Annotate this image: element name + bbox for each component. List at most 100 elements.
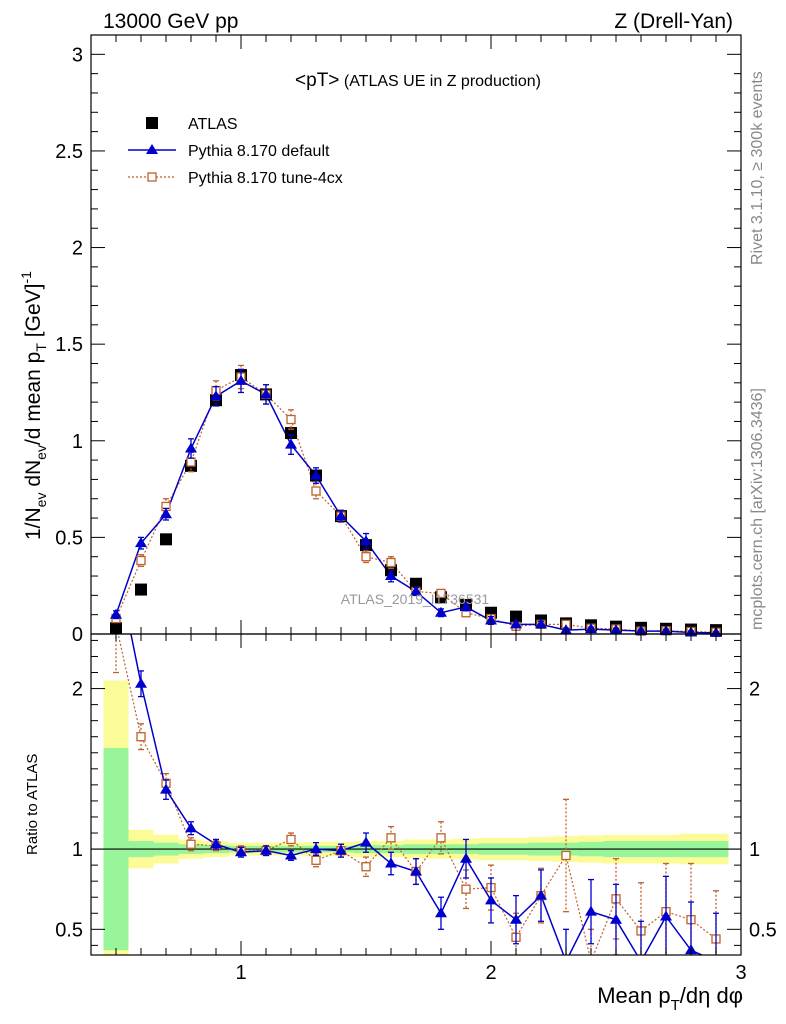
main-point-pythia-default <box>360 535 372 546</box>
main-point-pythia-default <box>510 618 522 629</box>
ratio-point-pythia-default <box>185 822 197 833</box>
main-y-axis-label: 1/Nev dNev/d mean pT [GeV]-1 <box>18 271 49 540</box>
main-point-pythia-default <box>285 438 297 449</box>
ratio-line-pythia-4cx <box>117 634 717 955</box>
main-point-pythia-4cx <box>136 555 146 566</box>
plot-title: <pT> (ATLAS UE in Z production) <box>295 70 541 91</box>
main-point-pythia-default <box>110 608 122 619</box>
svg-text:1/Nev dNev/d mean pT [GeV]-1: 1/Nev dNev/d mean pT [GeV]-1 <box>18 271 49 540</box>
ratio-point-pythia-4cx <box>587 957 595 965</box>
ratio-point-pythia-default <box>310 843 322 854</box>
legend-entry-pythia-default: Pythia 8.170 default <box>128 143 330 160</box>
main-y-tick-label: 1.5 <box>55 334 83 356</box>
ratio-point-pythia-default <box>335 844 347 855</box>
header-process-name: Z (Drell-Yan) <box>614 10 733 33</box>
ratio-point-pythia-4cx <box>461 884 471 894</box>
ratio-y-tick-label-right: 0.5 <box>749 919 777 941</box>
ratio-point-pythia-default <box>460 852 472 863</box>
main-point-atlas <box>285 427 297 440</box>
main-panel-data <box>110 364 722 637</box>
ratio-point-pythia-default <box>710 955 722 965</box>
analysis-watermark: ATLAS_2019_I1736531 <box>341 591 490 607</box>
svg-text:<pT> (ATLAS UE in Z prod: <pT> (ATLAS UE in Z production) <box>295 70 541 91</box>
legend-entry-pythia-4cx: Pythia 8.170 tune-4cx <box>128 170 343 187</box>
ratio-line-pythia-default <box>130 634 704 955</box>
ratio-point-pythia-default <box>385 857 397 868</box>
main-point-pythia-default <box>135 537 147 548</box>
main-point-pythia-4cx <box>436 588 446 599</box>
ratio-point-pythia-default <box>160 783 172 794</box>
ratio-point-pythia-default <box>635 955 647 965</box>
ratio-point-pythia-4cx <box>136 732 146 742</box>
ratio-point-pythia-default <box>610 913 622 924</box>
main-point-pythia-default <box>210 390 222 401</box>
ratio-y-tick-label-left: 0.5 <box>55 919 83 941</box>
main-y-tick-label: 2.5 <box>55 141 83 163</box>
ratio-point-pythia-default <box>535 889 547 900</box>
main-point-pythia-default <box>335 510 347 521</box>
legend-label-atlas: ATLAS <box>188 116 238 133</box>
ratio-point-pythia-default <box>135 677 147 688</box>
main-point-pythia-4cx <box>311 486 321 496</box>
ratio-point-pythia-4cx <box>386 833 396 843</box>
ratio-uncertainty-bands <box>91 680 741 955</box>
x-axis-label: Mean pT/dη dφ <box>597 983 743 1014</box>
main-y-tick-label: 3 <box>72 44 83 66</box>
ratio-point-pythia-default <box>410 865 422 876</box>
main-point-pythia-default <box>235 374 247 385</box>
main-point-atlas <box>135 583 147 596</box>
main-point-pythia-default <box>460 600 472 611</box>
ratio-point-pythia-4cx <box>561 850 571 861</box>
ratio-point-pythia-default <box>435 907 447 918</box>
ratio-y-tick-label-left: 1 <box>72 839 83 861</box>
ratio-series <box>110 554 722 965</box>
ratio-point-pythia-default <box>560 955 572 965</box>
legend-marker-atlas <box>146 117 158 129</box>
ratio-y-tick-label-right: 1 <box>749 839 760 861</box>
x-tick-label: 2 <box>485 962 496 984</box>
main-point-pythia-default <box>260 388 272 399</box>
main-point-pythia-default <box>535 618 547 629</box>
main-point-atlas <box>160 533 172 546</box>
legend: ATLAS Pythia 8.170 default Pythia 8.170 … <box>128 116 343 187</box>
ratio-point-pythia-default <box>485 894 497 905</box>
main-point-pythia-default <box>385 570 397 581</box>
ratio-point-pythia-default <box>360 836 372 847</box>
ratio-point-pythia-4cx <box>311 855 321 865</box>
main-point-pythia-4cx <box>286 414 296 425</box>
main-y-tick-label: 1 <box>72 431 83 453</box>
ratio-point-pythia-default <box>260 844 272 855</box>
ratio-y-axis-label: Ratio to ATLAS <box>24 754 41 855</box>
plot-title-sub: (ATLAS UE in Z production) <box>344 73 541 90</box>
ratio-y-tick-label-left: 2 <box>72 679 83 701</box>
axes: 1 2 300.511.522.530.5 0.51 12 2 <box>55 34 777 984</box>
main-y-tick-label: 0 <box>72 624 83 646</box>
main-point-pythia-default <box>160 508 172 519</box>
ratio-panel-data <box>110 554 722 965</box>
main-point-atlas <box>410 577 422 590</box>
legend-label-pythia-default: Pythia 8.170 default <box>188 143 330 160</box>
plot-title-main: <pT> <box>295 70 339 91</box>
rivet-version-label: Rivet 3.1.10, ≥ 300k events <box>749 71 766 265</box>
ratio-y-tick-label-right: 2 <box>749 679 760 701</box>
main-point-pythia-4cx <box>361 552 371 562</box>
x-tick-label: 1 <box>235 962 246 984</box>
legend-label-pythia-4cx: Pythia 8.170 tune-4cx <box>188 170 343 187</box>
svg-text:Mean pT/dη dφ: Mean pT/dη dφ <box>597 983 743 1014</box>
ratio-point-pythia-default <box>235 846 247 857</box>
x-tick-label: 3 <box>735 962 746 984</box>
legend-marker-pythia-default <box>146 144 158 154</box>
ratio-point-pythia-default <box>110 554 122 564</box>
main-point-pythia-default <box>185 442 197 453</box>
ratio-point-pythia-default <box>660 910 672 921</box>
ratio-point-pythia-4cx <box>436 833 446 843</box>
main-point-pythia-default <box>310 469 322 480</box>
ratio-panel-frame <box>90 633 742 956</box>
main-point-pythia-default <box>410 585 422 596</box>
main-point-pythia-4cx <box>186 457 196 467</box>
legend-entry-atlas: ATLAS <box>146 116 238 133</box>
main-point-atlas <box>510 610 522 623</box>
header-process-energy: 13000 GeV pp <box>103 10 238 33</box>
ratio-point-pythia-4cx <box>286 834 296 845</box>
